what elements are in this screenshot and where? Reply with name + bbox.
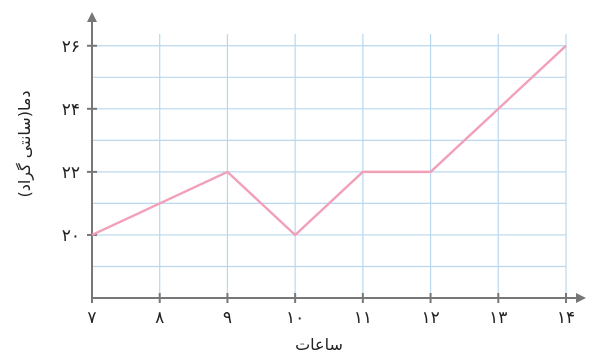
y-tick-label: ۲۲ (62, 163, 80, 183)
y-tick-label: ۲۶ (62, 37, 80, 57)
x-tick-label: ۸ (155, 308, 164, 328)
axes (87, 12, 586, 303)
x-tick-label: ۷ (87, 308, 96, 328)
x-tick-label: ۱۰ (286, 308, 304, 328)
x-tick-label: ۹ (223, 308, 232, 328)
x-tick-label: ۱۲ (421, 308, 439, 328)
x-tick-label: ۱۳ (489, 308, 507, 328)
y-axis-arrow-icon (87, 12, 97, 22)
y-axis-title: دما(سانتی گراد) (15, 90, 35, 197)
x-tick-label: ۱۴ (557, 308, 575, 328)
tick-labels: ۲۰ ۲۲ ۲۴ ۲۶ ۷ ۸ ۹ ۱۰ ۱۱ ۱۲ ۱۳ ۱۴ (62, 37, 575, 328)
x-tick-label: ۱۱ (354, 308, 372, 328)
grid (92, 34, 567, 298)
x-axis-title: ساعات (295, 335, 343, 354)
y-tick-label: ۲۴ (62, 100, 80, 120)
series (91, 44, 567, 237)
x-axis-arrow-icon (576, 293, 586, 303)
y-tick-label: ۲۰ (62, 226, 80, 246)
temperature-series-line (91, 44, 567, 237)
